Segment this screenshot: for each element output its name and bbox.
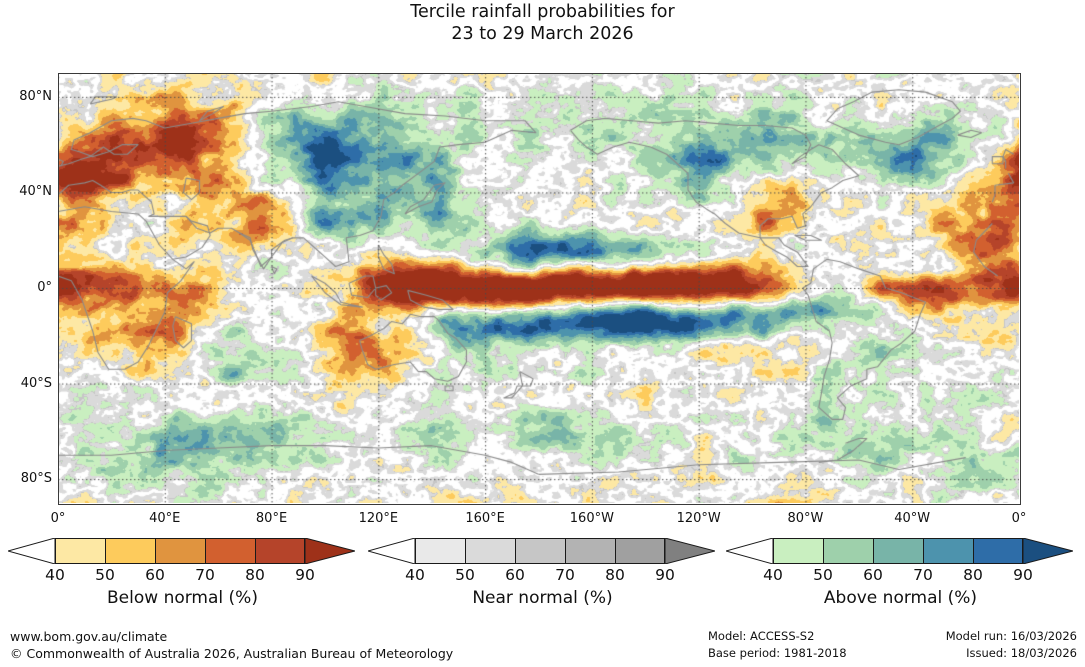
model-run-date: Model run: 16/03/2026 <box>945 629 1077 643</box>
legend-high-arrow <box>1022 537 1075 565</box>
legend-swatch <box>105 538 155 564</box>
legend-high-arrow <box>304 537 357 565</box>
legend-tick-label: 80 <box>245 566 265 584</box>
x-tick-label: 80°E <box>255 511 288 526</box>
legend-swatch <box>565 538 615 564</box>
footer-left: www.bom.gov.au/climate © Commonwealth of… <box>10 628 453 662</box>
legend-swatch <box>615 538 665 564</box>
x-tick-label: 120°E <box>358 511 399 526</box>
y-tick-label: 40°N <box>19 184 52 200</box>
footer-model-info: Model: ACCESS-S2 Base period: 1981-2018 <box>708 628 847 662</box>
x-tick-label: 0° <box>50 511 66 526</box>
title-line-2: 23 to 29 March 2026 <box>451 24 634 44</box>
legend-below-normal: 40 50 60 70 80 90 Below normal (%) <box>0 537 365 618</box>
footer-dates: Model run: 16/03/2026 Issued: 18/03/2026 <box>946 628 1077 662</box>
y-tick-label: 80°N <box>19 88 52 104</box>
legend-low-arrow <box>724 537 774 565</box>
legend-above-normal: 40 50 60 70 80 90 Above normal (%) <box>718 537 1083 618</box>
base-period: Base period: 1981-2018 <box>708 646 847 660</box>
legend-swatch <box>773 538 823 564</box>
legend-near-normal: 40 50 60 70 80 90 Near normal (%) <box>360 537 725 618</box>
legend-tick-label: 50 <box>455 566 475 584</box>
title-line-1: Tercile rainfall probabilities for <box>410 2 675 22</box>
legend-tick-label: 50 <box>95 566 115 584</box>
legend-low-arrow <box>366 537 416 565</box>
x-tick-label: 0° <box>1011 511 1027 526</box>
x-tick-label: 120°W <box>676 511 721 526</box>
legend-swatch <box>465 538 515 564</box>
copyright-text: © Commonwealth of Australia 2026, Austra… <box>10 646 454 661</box>
y-tick-label: 40°S <box>20 375 52 391</box>
legend-swatch <box>415 538 465 564</box>
x-tick-label: 40°W <box>894 511 931 526</box>
legend-swatch <box>55 538 105 564</box>
legend-swatch <box>923 538 973 564</box>
legend-tick-label: 40 <box>763 566 783 584</box>
legend-swatch <box>873 538 923 564</box>
legend-caption: Above normal (%) <box>823 588 978 608</box>
legend-high-arrow <box>664 537 717 565</box>
legend-caption: Below normal (%) <box>107 588 258 608</box>
legend-tick-label: 70 <box>913 566 933 584</box>
legend-tick-label: 60 <box>505 566 525 584</box>
legend-tick-label: 80 <box>963 566 983 584</box>
y-tick-label: 0° <box>37 280 52 295</box>
legend-tick-label: 80 <box>605 566 625 584</box>
legend-tick-label: 70 <box>555 566 575 584</box>
legend-swatch <box>823 538 873 564</box>
legend-swatch <box>515 538 565 564</box>
x-tick-label: 160°W <box>569 511 614 526</box>
legend-swatch <box>255 538 305 564</box>
x-tick-label: 40°E <box>149 511 181 526</box>
y-tick-label: 80°S <box>20 471 52 487</box>
page-title: Tercile rainfall probabilities for 23 to… <box>0 0 1085 45</box>
legend-tick-label: 50 <box>813 566 833 584</box>
legend-tick-label: 90 <box>295 566 315 584</box>
legend-swatch <box>205 538 255 564</box>
legend-tick-label: 40 <box>45 566 65 584</box>
map-plot-area <box>58 73 1019 503</box>
legend-tick-label: 60 <box>863 566 883 584</box>
tercile-probability-map <box>58 73 1019 503</box>
legend-swatch <box>973 538 1023 564</box>
legend-caption: Near normal (%) <box>472 588 613 608</box>
x-tick-label: 80°W <box>787 511 824 526</box>
legend-tick-label: 60 <box>145 566 165 584</box>
legend-tick-label: 90 <box>655 566 675 584</box>
x-tick-label: 160°E <box>465 511 505 526</box>
legend-swatch <box>155 538 205 564</box>
model-name: Model: ACCESS-S2 <box>708 629 815 643</box>
legend-low-arrow <box>6 537 56 565</box>
legend-tick-label: 40 <box>405 566 425 584</box>
legend-tick-label: 90 <box>1013 566 1033 584</box>
issued-date: Issued: 18/03/2026 <box>966 646 1077 660</box>
legend-tick-label: 70 <box>195 566 215 584</box>
bom-website[interactable]: www.bom.gov.au/climate <box>10 629 168 644</box>
